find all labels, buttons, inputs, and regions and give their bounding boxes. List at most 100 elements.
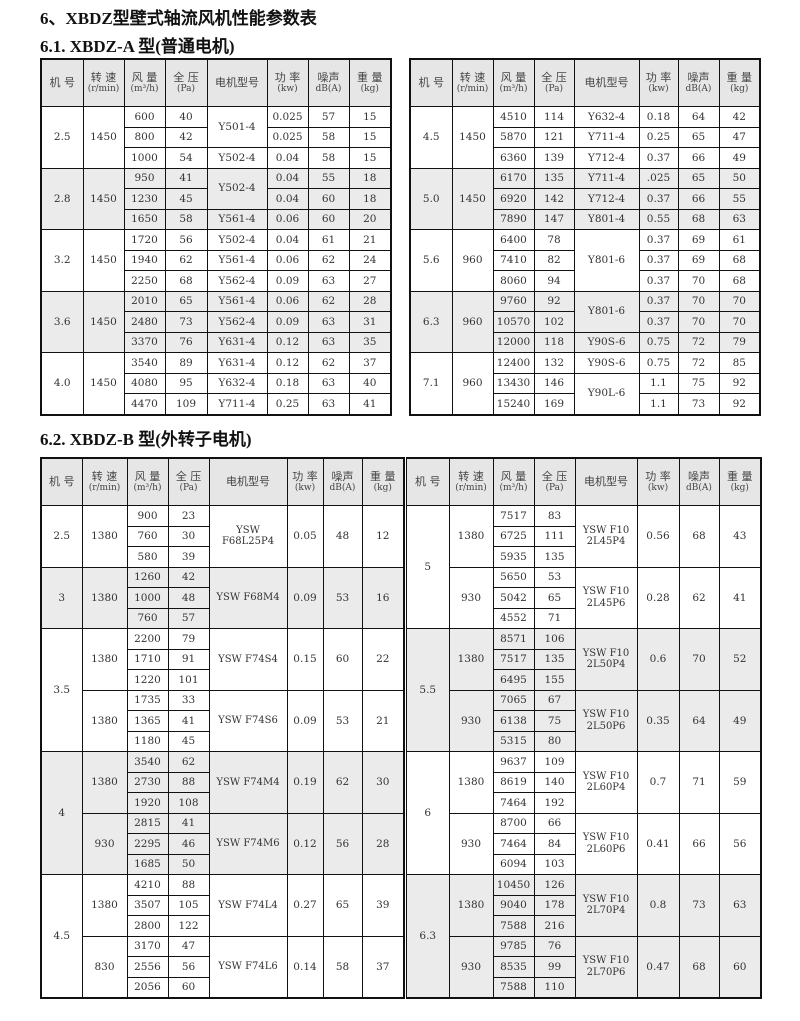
motor-model: Y501-4	[206, 106, 268, 148]
header-unit: (r/min)	[456, 84, 489, 95]
table-row: 930 9785 76 YSW F10 2L70P6 0.47 68 60	[405, 935, 762, 999]
pressure: 39	[167, 546, 210, 568]
noise: 63	[307, 270, 350, 292]
header-airflow: 风 量 (m³/h)	[126, 457, 169, 506]
power: 0.41	[636, 812, 680, 875]
header-unit: (Pa)	[545, 483, 564, 494]
noise: 53	[322, 689, 363, 752]
pressure: 41	[167, 710, 210, 732]
header-label: 转 速	[458, 469, 484, 483]
power: 0.27	[286, 874, 324, 937]
airflow: 760	[126, 607, 169, 629]
airflow: 2010	[123, 290, 166, 312]
speed: 960	[451, 290, 494, 353]
header-label: 全 压	[175, 469, 202, 483]
header-label: 机 号	[415, 474, 441, 488]
header-motor-model: 电机型号	[208, 457, 288, 506]
noise: 73	[678, 874, 720, 937]
speed: 1380	[81, 566, 128, 629]
header-unit: (r/min)	[88, 483, 121, 494]
header-label: 风 量	[134, 469, 161, 483]
airflow: 6495	[492, 669, 535, 691]
noise: 62	[307, 352, 350, 374]
weight: 30	[361, 751, 405, 814]
table-row: 800 42 0.025 58 15	[41, 126, 392, 148]
airflow: 2480	[123, 311, 166, 333]
airflow: 6094	[492, 853, 535, 875]
header-power: 功 率 (kw)	[638, 58, 679, 107]
airflow: 3170	[126, 935, 169, 957]
header-label: 功 率	[292, 469, 318, 483]
header-label: 全 压	[541, 70, 567, 84]
power: 0.12	[266, 331, 309, 353]
header-unit: (m³/h)	[499, 84, 528, 95]
table-row: 1650 58 Y561-4 0.06 60 20	[41, 208, 392, 230]
noise: 73	[677, 393, 720, 415]
table-a-left: 机 号转 速 (r/min) 风 量 (m³/h) 全 压 (Pa) 电机型号功 率 (kw)…	[40, 58, 392, 416]
weight: 39	[361, 874, 405, 937]
header-noise: 噪声 dB(A)	[678, 457, 720, 506]
speed: 1380	[81, 505, 128, 568]
pressure: 192	[533, 792, 576, 814]
machine-no: 4	[40, 751, 83, 875]
power: 0.06	[266, 249, 309, 271]
table-row: 760 57	[41, 607, 404, 629]
speed: 960	[451, 229, 494, 292]
section-b-title: 6.2. XBDZ-B 型(外转子电机)	[40, 430, 252, 449]
table-row: 6360 139 Y712-4 0.37 66 49	[410, 147, 761, 169]
weight: 70	[718, 290, 761, 312]
pressure: 103	[533, 853, 576, 875]
table-row: 2730 88	[41, 771, 404, 793]
motor-model: YSW F10 2L70P4	[574, 874, 638, 937]
table-row: 5.6 960 6400 78 Y801-6 0.37 69 61	[409, 229, 761, 292]
weight: 42	[718, 106, 761, 128]
pressure: 147	[533, 208, 575, 230]
pressure: 76	[533, 935, 576, 957]
motor-model: YSW F74L6	[208, 935, 288, 999]
pressure: 109	[164, 393, 208, 415]
machine-no: 2.8	[40, 167, 84, 230]
pressure: 56	[164, 229, 208, 251]
table-row: 760 30	[41, 525, 404, 547]
header-unit: (r/min)	[87, 84, 120, 95]
pressure: 101	[167, 669, 210, 691]
airflow: 7410	[492, 249, 535, 271]
pressure: 73	[164, 311, 208, 333]
power: 0.7	[636, 751, 680, 814]
machine-no: 3.6	[40, 290, 84, 353]
power: 0.04	[266, 188, 309, 210]
table-row: 3507 105	[41, 894, 404, 916]
weight: 22	[361, 628, 405, 691]
weight: 24	[348, 249, 392, 271]
table-row: 930 8700 66 YSW F10 2L60P6 0.41 66 56	[405, 812, 762, 875]
table-row: 1000 48	[41, 587, 404, 609]
power: 0.09	[266, 311, 309, 333]
header-label: 噪声	[331, 469, 354, 483]
header-speed: 转 速 (r/min)	[81, 457, 128, 506]
table-row: 3.2 1450 1720 56 Y502-4 0.04 61 21	[40, 229, 392, 292]
header-noise: 噪声 dB(A)	[677, 58, 720, 107]
pressure: 92	[533, 290, 575, 312]
power: 0.09	[286, 689, 324, 752]
speed: 1450	[451, 167, 494, 230]
weight: 15	[348, 106, 392, 128]
table-row: 3370 76 Y631-4 0.12 63 35	[41, 331, 392, 353]
power: 0.09	[266, 270, 309, 292]
header-weight: 重 量 (kg)	[348, 58, 392, 107]
pressure: 89	[164, 352, 208, 374]
airflow: 9760	[492, 290, 535, 312]
header-label: 转 速	[91, 469, 118, 483]
power: 0.75	[638, 352, 679, 374]
speed: 930	[448, 935, 494, 999]
weight: 56	[718, 812, 762, 875]
weight: 28	[361, 812, 405, 875]
weight: 21	[348, 229, 392, 251]
pressure: 65	[164, 290, 208, 312]
speed: 1450	[82, 167, 125, 230]
header-power: 功 率 (kw)	[636, 457, 680, 506]
weight: 49	[718, 147, 761, 169]
pressure: 82	[533, 249, 575, 271]
speed: 1450	[82, 352, 125, 415]
airflow: 1180	[126, 730, 169, 752]
motor-model: Y502-4	[206, 147, 268, 169]
